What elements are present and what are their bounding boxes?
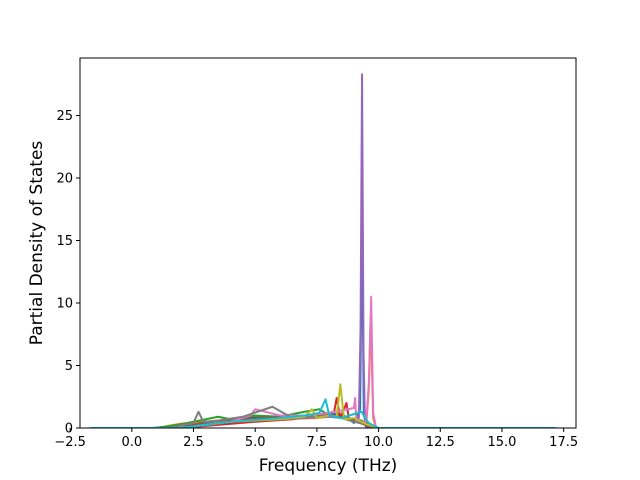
series-line-8	[89, 405, 557, 428]
y-tick-label: 25	[56, 109, 73, 124]
x-tick-label: 15.0	[487, 435, 516, 450]
y-tick-label: 0	[65, 422, 73, 437]
y-tick-label: 20	[56, 172, 73, 187]
series-layer	[89, 73, 557, 428]
x-tick-label: 10.0	[364, 435, 393, 450]
y-tick-label: 5	[65, 359, 73, 374]
x-tick-label: 17.5	[549, 435, 578, 450]
y-tick-label: 10	[56, 297, 73, 312]
x-tick-label: 7.5	[307, 435, 328, 450]
x-tick-label: 0.0	[121, 435, 142, 450]
x-axis: −2.5 0.0 2.5 5.0 7.5 10.0 12.5 15.0 17.5	[54, 428, 578, 450]
x-tick-label: 5.0	[245, 435, 266, 450]
plot-frame	[79, 57, 577, 429]
x-axis-label: Frequency (THz)	[259, 456, 398, 476]
series-line-7	[89, 295, 557, 428]
x-tick-label: 2.5	[183, 435, 204, 450]
x-tick-label: 12.5	[426, 435, 455, 450]
x-tick-label: −2.5	[54, 435, 86, 450]
series-line-10	[89, 398, 557, 428]
y-axis: 0 5 10 15 20 25	[56, 109, 80, 437]
y-tick-label: 15	[56, 234, 73, 249]
y-axis-label: Partial Density of States	[27, 141, 47, 346]
